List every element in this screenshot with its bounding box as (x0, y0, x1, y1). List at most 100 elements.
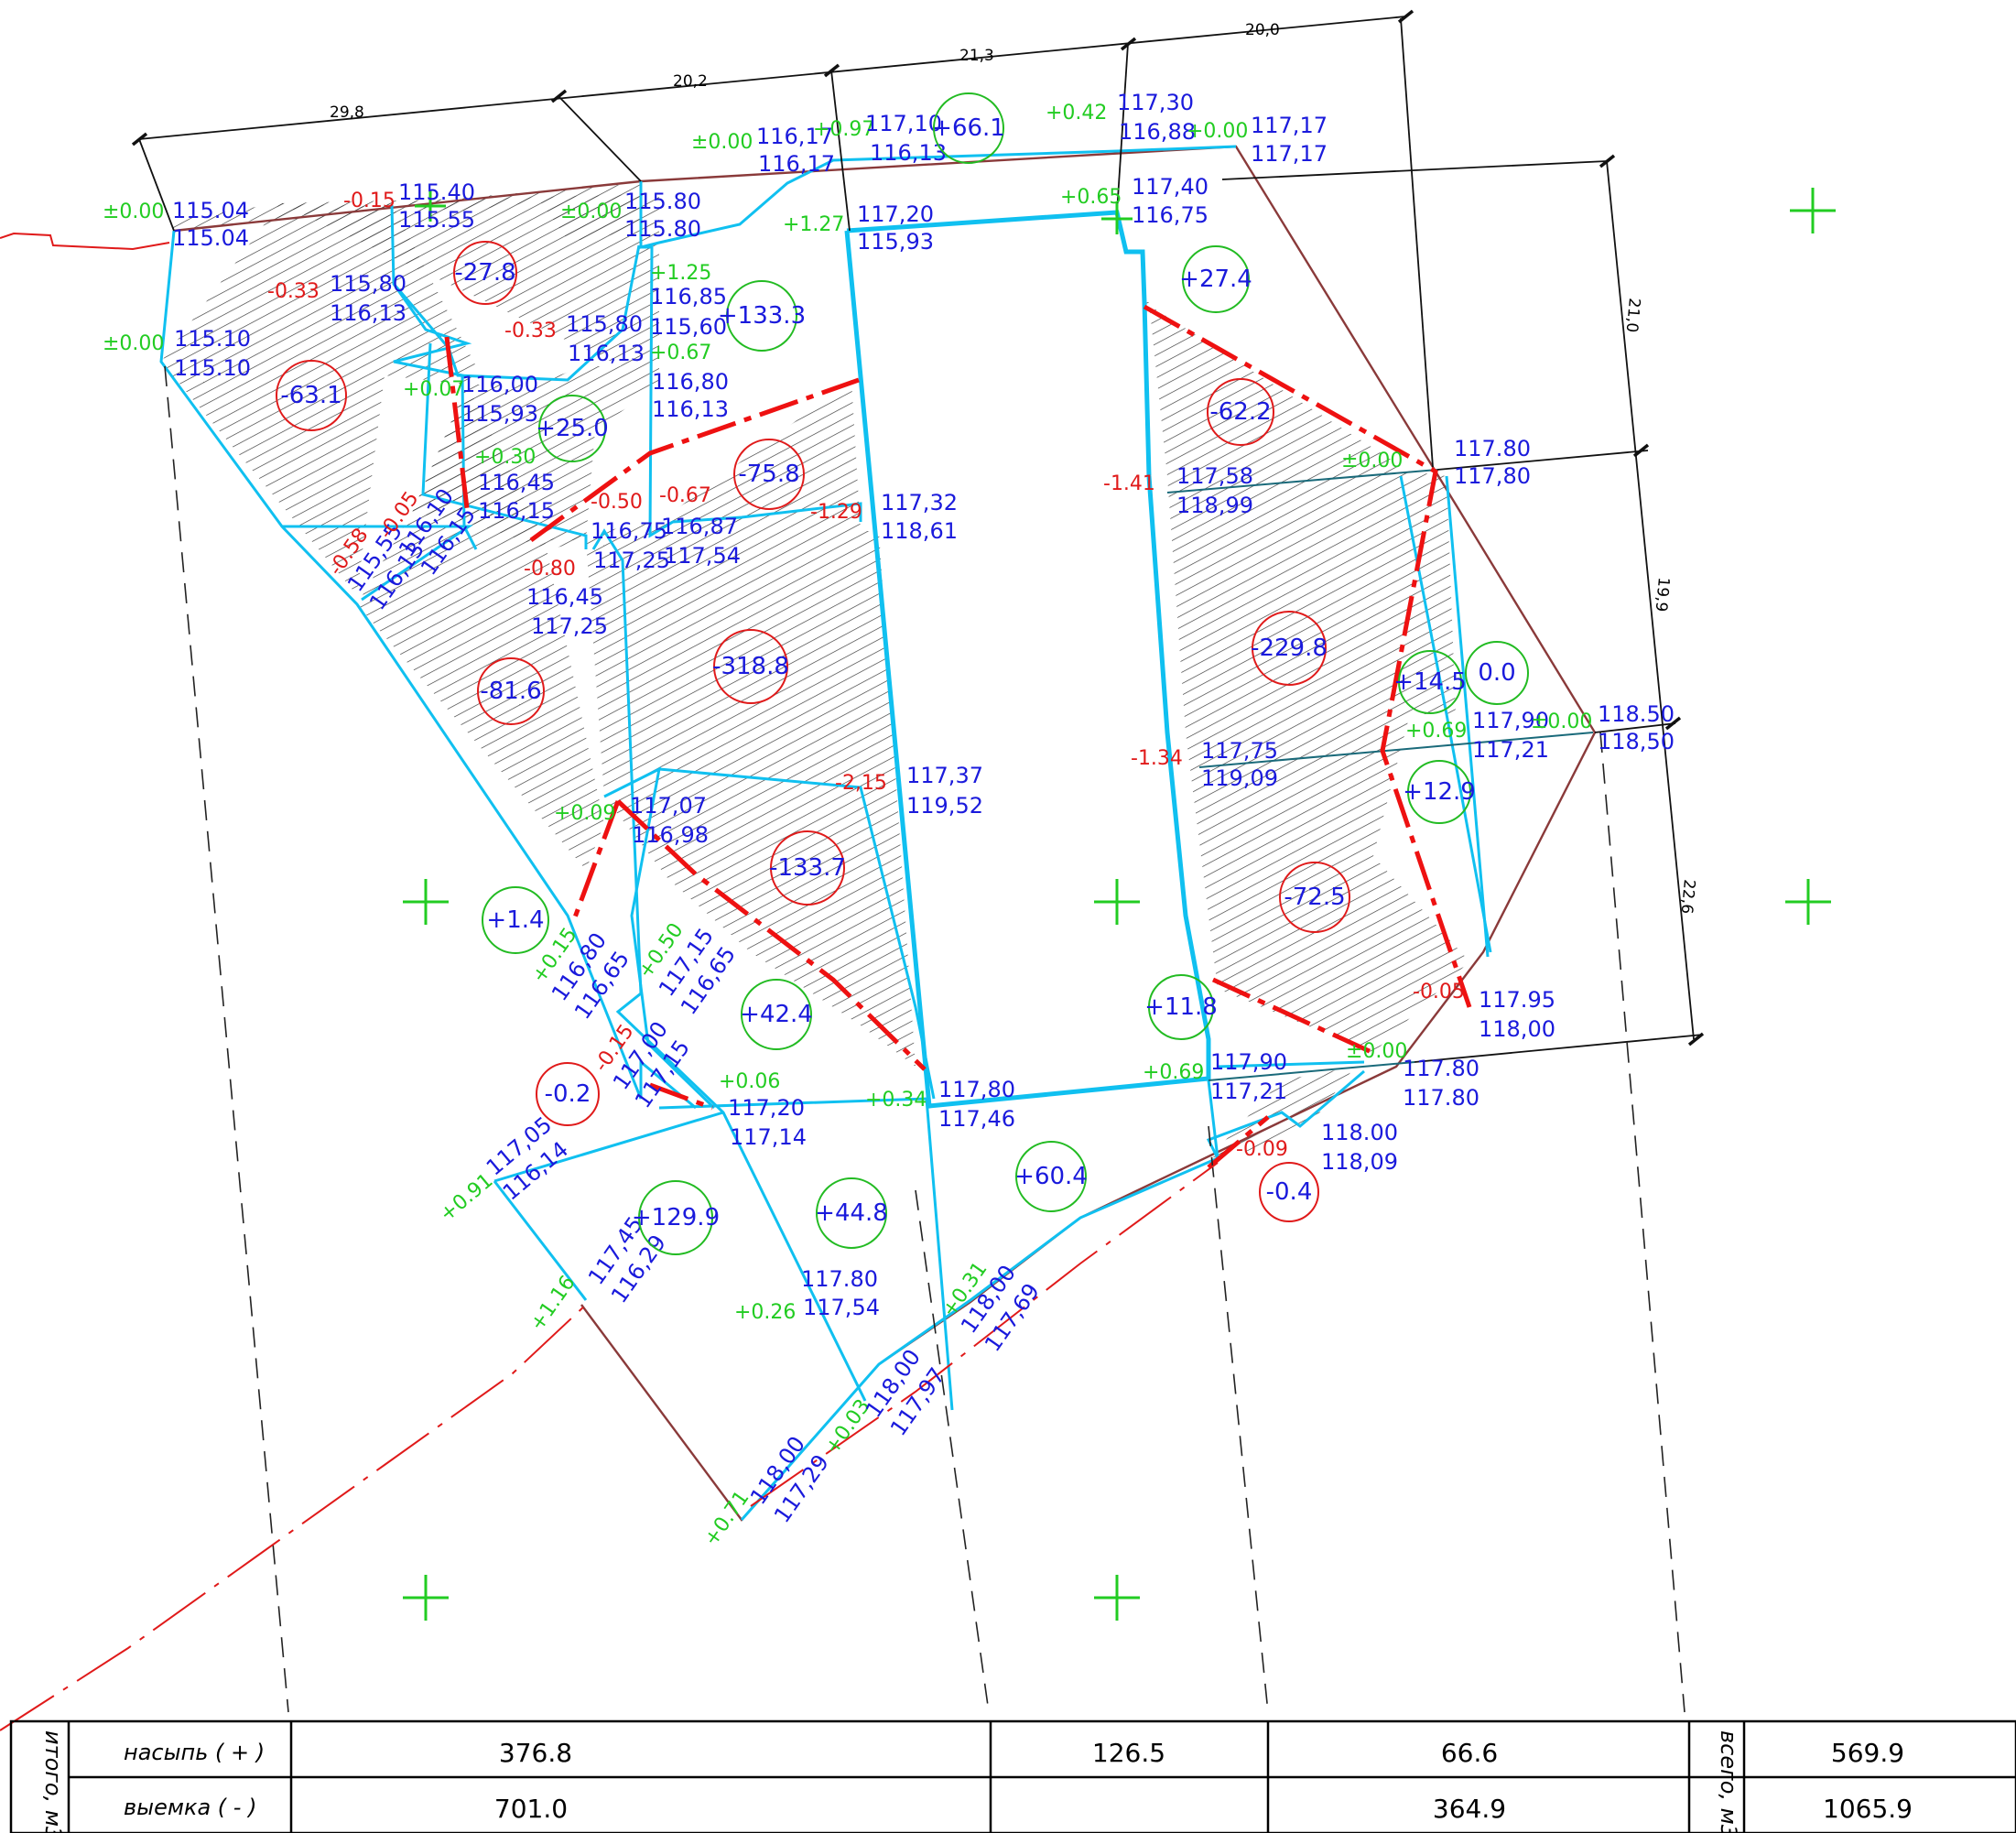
elev-existing: 115.04 (172, 225, 249, 251)
elev-design: 117,20 (728, 1095, 805, 1121)
volume-circle (726, 280, 797, 352)
grid-cross-icon (403, 879, 449, 925)
volume-label: +66.1 (932, 114, 1005, 142)
elev-existing: 117,14 (730, 1124, 807, 1150)
cell-cut-1: 701.0 (494, 1794, 568, 1824)
grid-cross-icon (1785, 879, 1831, 925)
elev-existing: 116,13 (568, 341, 645, 366)
volume-circle (638, 1180, 713, 1255)
elev-diff: -1.29 (810, 501, 862, 524)
elev-diff: +0.91 (436, 1169, 498, 1226)
section-lines (1166, 469, 1594, 1081)
elev-diff: -0.05 (1413, 981, 1465, 1003)
volume-label: -72.5 (1284, 884, 1345, 911)
elev-existing: 115,93 (461, 401, 538, 427)
volume-label: +133.3 (718, 302, 806, 330)
volume-label: -81.6 (480, 678, 541, 705)
elev-existing: 117,25 (593, 548, 670, 573)
grid-cross-icon (1094, 879, 1140, 925)
elev-design: 116,87 (661, 514, 738, 539)
elev-diff: +0.69 (1405, 720, 1467, 743)
elev-existing: 118,00 (1479, 1016, 1555, 1042)
elev-existing: 118,50 (1598, 729, 1675, 754)
zero-work-lines (444, 304, 1472, 1169)
volume-label: +129.9 (632, 1204, 720, 1231)
volume-label: -318.8 (712, 653, 789, 680)
elev-existing: 117,54 (664, 543, 741, 569)
volume-circle (482, 886, 549, 954)
cell-fill-1: 376.8 (499, 1738, 572, 1768)
table-total-label: всего, м3 (1716, 1730, 1741, 1833)
elev-diff: ±0.00 (1531, 710, 1592, 733)
volume-label: +44.8 (815, 1199, 888, 1227)
volume-label: +42.4 (740, 1001, 813, 1028)
elev-design: 115,80 (566, 311, 643, 337)
elev-design: 117,32 (881, 490, 958, 515)
elev-diff: -0.80 (524, 558, 576, 580)
volume-label: +14.5 (1393, 668, 1467, 696)
elev-diff: +0.42 (1046, 102, 1107, 125)
elev-design: 117,80 (938, 1077, 1015, 1102)
volume-label: -62.2 (1209, 398, 1271, 426)
dim-22-6: 22,6 (1677, 879, 1698, 915)
elev-diff: +0.34 (865, 1089, 927, 1112)
volume-circle (453, 241, 517, 305)
dim-29-8: 29,8 (330, 103, 364, 122)
elev-diff: -0.09 (1236, 1138, 1288, 1161)
elev-existing: 116,13 (652, 396, 729, 422)
volume-circle (741, 979, 812, 1050)
elev-existing: 119,52 (906, 793, 983, 819)
building-outline (844, 210, 1211, 1109)
elev-design: 118.50 (1598, 701, 1675, 727)
volume-circle (1259, 1162, 1319, 1222)
grid-cross-icon (1101, 203, 1133, 234)
elev-design: 117,90 (1210, 1049, 1287, 1075)
elev-design: 118.00 (1321, 1120, 1398, 1145)
volume-label: +25.0 (536, 415, 609, 442)
volume-label: +12.9 (1403, 778, 1476, 806)
elev-diff: +0.00 (1187, 120, 1248, 143)
row-label-cut: выемка ( - ) (124, 1795, 256, 1820)
volume-label: -27.8 (454, 259, 515, 287)
volume-circle (1398, 650, 1462, 714)
volume-circle (538, 395, 606, 462)
elev-design: 117,07 (630, 793, 707, 819)
elev-diff: +0.30 (474, 446, 536, 469)
row-label-fill: насыпь ( + ) (124, 1740, 265, 1765)
elev-existing: 118,99 (1176, 493, 1253, 518)
elev-existing: 115,93 (857, 229, 934, 255)
elev-design: 117,75 (1201, 738, 1278, 764)
elev-existing: 116,98 (632, 822, 709, 848)
volume-circle (713, 629, 788, 704)
volume-circle (933, 92, 1004, 164)
elev-design: 115.04 (172, 198, 249, 223)
volume-label: -133.7 (769, 854, 846, 882)
elev-diff: -0.33 (267, 280, 320, 303)
cut-areas (161, 183, 1469, 1158)
elev-existing: 117,21 (1210, 1079, 1287, 1104)
cell-fill-3: 66.6 (1441, 1738, 1498, 1768)
elev-design: 117.80 (1454, 436, 1531, 461)
elev-diff: +0.07 (403, 378, 464, 401)
elev-design: 115.40 (398, 179, 475, 205)
grid-cross-icon (403, 1575, 449, 1621)
volume-label: +1.4 (486, 906, 544, 934)
elev-design: 116,80 (652, 369, 729, 395)
elev-existing: 115,60 (650, 314, 727, 340)
elev-existing: 117,46 (938, 1106, 1015, 1132)
volume-label: +60.4 (1014, 1163, 1088, 1190)
elev-design: 117.95 (1479, 987, 1555, 1013)
elev-diff: +0.97 (813, 118, 874, 141)
elev-design: 117,90 (1472, 708, 1549, 733)
elev-design: 116,17 (756, 124, 833, 149)
elev-existing: 116,88 (1119, 119, 1196, 145)
volume-circle (536, 1062, 600, 1126)
cell-fill-2: 126.5 (1092, 1738, 1165, 1768)
volume-circle (1279, 862, 1350, 933)
elev-existing: 117,54 (803, 1295, 880, 1320)
elev-design: 117,40 (1132, 174, 1209, 200)
grid-cross-icon (415, 190, 446, 222)
elev-existing: 116,15 (478, 498, 555, 524)
volume-circle (1407, 760, 1471, 824)
elev-existing: 119,09 (1201, 765, 1278, 791)
